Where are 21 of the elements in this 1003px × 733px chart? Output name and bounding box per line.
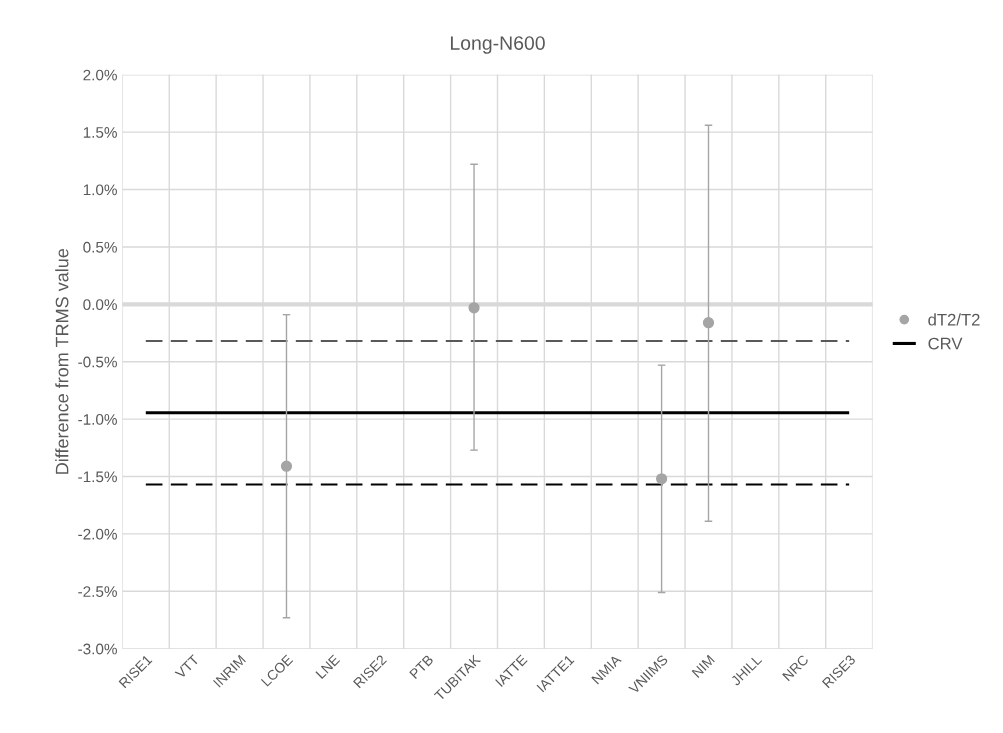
y-tick-label: -0.5% — [78, 356, 117, 368]
y-tick-label: -1.5% — [78, 471, 117, 483]
point — [655, 473, 668, 485]
y-tick-label: -1.0% — [78, 414, 117, 425]
point — [702, 317, 715, 329]
point — [468, 302, 480, 314]
y-tick-label: -2.0% — [78, 528, 117, 540]
legend-label: CRV — [928, 337, 963, 350]
y-tick-label: -3.0% — [78, 643, 117, 655]
chart-title: Long-N600 — [450, 36, 545, 54]
y-tick-label: -2.5% — [78, 586, 117, 597]
y-tick-label: 0.0% — [83, 299, 117, 311]
y-tick-label: 2.0% — [83, 69, 117, 81]
point — [280, 460, 293, 472]
x-tick-label: NIM — [691, 654, 715, 678]
y-axis-title: Difference from TRMS value — [55, 248, 69, 474]
y-tick-label: 1.0% — [83, 184, 117, 196]
x-tick-label: VTT — [174, 654, 200, 680]
y-tick-label: 1.5% — [83, 127, 117, 138]
y-tick-label: 0.5% — [83, 241, 117, 253]
legend-label: dT2/T2 — [928, 313, 980, 326]
